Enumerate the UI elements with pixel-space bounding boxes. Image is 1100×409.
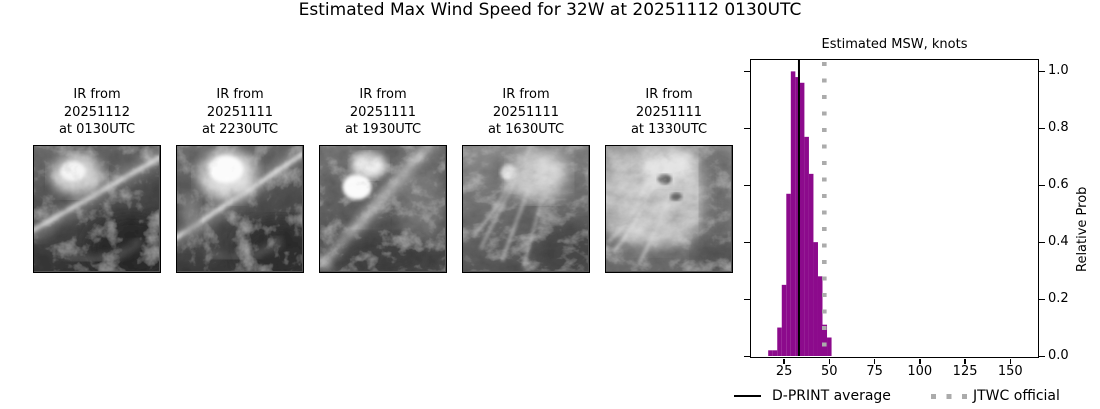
ir-panel-5: IR from 20251111 at 1330UTC <box>605 86 733 276</box>
chart-title: Estimated MSW, knots <box>821 37 968 52</box>
ir-panel-2: IR from 20251111 at 2230UTC <box>176 86 304 276</box>
y-tick-mark-left <box>743 70 750 73</box>
x-tick-label: 50 <box>821 364 838 379</box>
ir-label-line: 20251111 <box>349 104 417 120</box>
ir-panel-5-label: IR from 20251111 at 1330UTC <box>605 86 733 139</box>
ir-satellite-image-4 <box>462 145 590 273</box>
y-tick-mark-right <box>1039 298 1045 301</box>
ir-satellite-image-1 <box>33 145 161 273</box>
ir-label-line: 20251111 <box>492 104 560 120</box>
y-tick-label: 0.0 <box>1048 348 1069 363</box>
ir-panel-3: IR from 20251111 at 1930UTC <box>319 86 447 276</box>
ir-satellite-image-3 <box>319 145 447 273</box>
x-tick-label: 100 <box>907 364 933 379</box>
ir-label-line: at 1330UTC <box>630 122 708 137</box>
y-tick-mark-left <box>743 355 750 358</box>
y-tick-mark-left <box>743 184 750 187</box>
ir-satellite-image-2 <box>176 145 304 273</box>
x-tick-label: 75 <box>866 364 883 379</box>
ir-panel-1-label: IR from 20251112 at 0130UTC <box>33 86 161 139</box>
figure-title: Estimated Max Wind Speed for 32W at 2025… <box>298 0 802 20</box>
y-axis-label: Relative Prob <box>1075 186 1090 272</box>
ir-label-line: 20251111 <box>635 104 703 120</box>
ir-label-line: at 0130UTC <box>58 122 136 137</box>
x-tick-label: 150 <box>997 364 1023 379</box>
y-tick-label: 0.8 <box>1048 120 1069 135</box>
ir-label-line: IR from <box>502 87 550 102</box>
histogram-svg <box>768 60 832 356</box>
x-tick-mark <box>873 358 876 364</box>
y-tick-label: 0.2 <box>1048 291 1069 306</box>
legend-label-dprint: D-PRINT average <box>772 388 891 404</box>
ir-label-line: 20251112 <box>63 104 131 120</box>
ir-label-line: 20251111 <box>206 104 274 120</box>
ir-label-line: IR from <box>216 87 264 102</box>
y-tick-label: 0.6 <box>1048 177 1069 192</box>
x-tick-label: 25 <box>775 364 793 379</box>
ir-panel-3-label: IR from 20251111 at 1930UTC <box>319 86 447 139</box>
y-tick-mark-right <box>1039 241 1045 244</box>
legend-solid-line-swatch <box>734 395 761 398</box>
x-tick-mark <box>919 358 921 364</box>
x-tick-mark <box>828 358 831 364</box>
y-tick-label: 1.0 <box>1048 63 1069 78</box>
x-tick-mark <box>964 358 966 364</box>
y-tick-mark-left <box>743 298 750 301</box>
ir-satellite-image-5 <box>605 145 733 273</box>
x-tick-mark <box>1009 358 1012 364</box>
ir-label-line: at 2230UTC <box>201 122 279 137</box>
x-tick-label: 125 <box>952 364 978 379</box>
y-tick-mark-right <box>1039 127 1045 130</box>
ir-panel-2-label: IR from 20251111 at 2230UTC <box>176 86 304 139</box>
y-tick-mark-right <box>1039 184 1045 187</box>
histogram-plot-area <box>750 59 1039 358</box>
ir-label-line: IR from <box>73 87 121 102</box>
ir-label-line: IR from <box>645 87 693 102</box>
ir-panel-4: IR from 20251111 at 1630UTC <box>462 86 590 276</box>
ir-label-line: at 1630UTC <box>487 122 565 137</box>
y-tick-mark-right <box>1039 355 1045 358</box>
y-tick-mark-left <box>743 127 750 130</box>
y-tick-label: 0.4 <box>1048 234 1069 249</box>
y-tick-mark-left <box>743 241 750 244</box>
x-tick-mark <box>783 358 785 364</box>
legend-dotted-line-swatch <box>931 394 969 399</box>
ir-label-line: at 1930UTC <box>344 122 422 137</box>
y-tick-mark-right <box>1039 70 1045 73</box>
ir-panel-4-label: IR from 20251111 at 1630UTC <box>462 86 590 139</box>
ir-panel-1: IR from 20251112 at 0130UTC <box>33 86 161 276</box>
ir-label-line: IR from <box>359 87 407 102</box>
legend-label-jtwc: JTWC official <box>973 388 1060 404</box>
